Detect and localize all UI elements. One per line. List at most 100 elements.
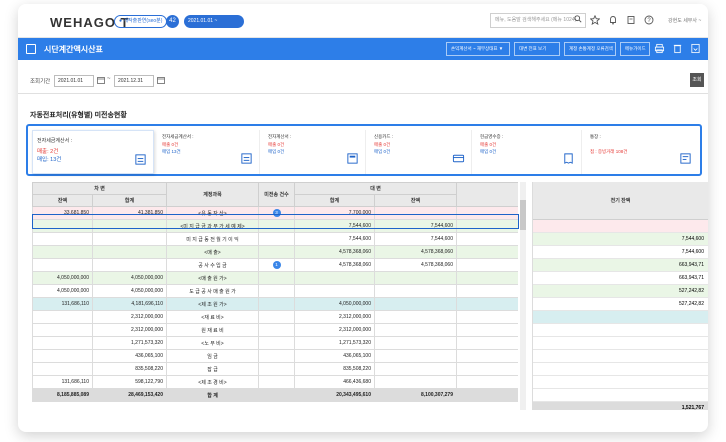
credit-total-cell[interactable] — [294, 284, 375, 298]
debit-total-cell[interactable]: 28,469,153,420 — [92, 388, 167, 402]
credit-balance-cell[interactable] — [374, 206, 457, 220]
prior-balance-cell[interactable]: 7,544,600 — [533, 233, 708, 246]
debit-balance-cell[interactable] — [32, 349, 93, 363]
help-icon[interactable]: ? — [644, 15, 654, 25]
scrollbar-thumb[interactable] — [520, 200, 526, 230]
credit-total-cell[interactable]: 4,050,000,000 — [294, 297, 375, 311]
credit-balance-cell[interactable]: 7,544,600 — [374, 232, 457, 246]
spacer-cell[interactable] — [456, 245, 518, 259]
table-row[interactable]: 33,681,850 41,381,850 <유 동 자 산> 3 7,700,000 — [32, 206, 518, 220]
spacer-cell[interactable] — [456, 232, 518, 246]
account-cell[interactable]: 도 급 공 사 매 출 원 가 — [166, 284, 259, 298]
credit-balance-cell[interactable] — [374, 323, 457, 337]
credit-total-cell[interactable]: 436,065,100 — [294, 349, 375, 363]
prior-balance-cell[interactable] — [533, 376, 708, 389]
unsent-count-cell[interactable] — [258, 336, 295, 350]
spacer-cell[interactable] — [456, 219, 518, 233]
spacer-cell[interactable] — [456, 388, 518, 402]
prior-balance-cell[interactable]: 663,943,71 — [533, 259, 708, 272]
debit-total-cell[interactable]: 41,381,850 — [92, 206, 167, 220]
unsent-count-cell[interactable] — [258, 284, 295, 298]
table-row[interactable]: 4,050,000,000 4,050,000,000 도 급 공 사 매 출 원 … — [32, 284, 518, 298]
prior-balance-cell[interactable] — [533, 350, 708, 363]
credit-balance-cell[interactable] — [374, 297, 457, 311]
account-cell[interactable]: 임 금 — [166, 349, 259, 363]
debit-balance-cell[interactable] — [32, 219, 93, 233]
prior-balance-cell[interactable]: 527,242,82 — [533, 285, 708, 298]
debit-balance-cell[interactable]: 131,686,110 — [32, 297, 93, 311]
date-to-input[interactable]: 2021.12.31 — [114, 75, 154, 87]
account-cell[interactable]: 원 재 료 비 — [166, 323, 259, 337]
debit-total-cell[interactable]: 436,065,100 — [92, 349, 167, 363]
card-cash-receipt[interactable]: 현금영수증 : 매출 0건 매입 0건 — [476, 130, 582, 174]
unsent-count-cell[interactable]: 3 — [258, 206, 295, 220]
prior-balance-cell[interactable] — [533, 220, 708, 233]
debit-balance-cell[interactable] — [32, 310, 93, 324]
account-cell[interactable]: <유 동 자 산> — [166, 206, 259, 220]
table-row[interactable]: 131,686,110 598,122,790 <제 조 경 비> 466,436,6… — [32, 375, 518, 389]
debit-balance-cell[interactable] — [32, 232, 93, 246]
debit-total-cell[interactable]: 598,122,790 — [92, 375, 167, 389]
debit-total-cell[interactable] — [92, 258, 167, 272]
spacer-cell[interactable] — [456, 271, 518, 285]
credit-total-cell[interactable]: 2,312,000,000 — [294, 323, 375, 337]
credit-total-cell[interactable]: 7,544,600 — [294, 219, 375, 233]
spacer-cell[interactable] — [456, 258, 518, 272]
prior-balance-cell[interactable] — [533, 337, 708, 350]
debit-total-cell[interactable]: 2,312,000,000 — [92, 310, 167, 324]
debit-total-cell[interactable] — [92, 245, 167, 259]
search-icon[interactable] — [574, 15, 582, 23]
credit-total-cell[interactable]: 4,578,368,060 — [294, 258, 375, 272]
debit-total-cell[interactable]: 4,050,000,000 — [92, 284, 167, 298]
error-search-button[interactable]: 계정 손통계정 오류검색 — [564, 42, 616, 56]
menu-guide-button[interactable]: 메뉴가이드 — [620, 42, 650, 56]
grid-scrollbar[interactable] — [520, 182, 526, 410]
credit-total-cell[interactable]: 1,271,573,320 — [294, 336, 375, 350]
unsent-badge[interactable]: 3 — [272, 209, 281, 217]
credit-balance-cell[interactable]: 8,100,307,279 — [374, 388, 457, 402]
prior-balance-cell[interactable]: 7,544,600 — [533, 246, 708, 259]
unsent-count-cell[interactable] — [258, 297, 295, 311]
unsent-badge[interactable]: 1 — [272, 261, 281, 269]
card-bank-account[interactable]: 통장 : 접 : 증빙거래 108건 — [586, 130, 698, 174]
debit-balance-cell[interactable] — [32, 323, 93, 337]
unsent-count-cell[interactable] — [258, 232, 295, 246]
prior-balance-cell[interactable] — [533, 324, 708, 337]
card-e-invoice[interactable]: 전자계산서 : 매출 0건 매입 0건 — [264, 130, 366, 174]
user-name[interactable]: 강현도 세무사 ~ — [668, 18, 702, 24]
account-cell[interactable]: <매 출 원 가> — [166, 271, 259, 285]
credit-total-cell[interactable]: 2,312,000,000 — [294, 310, 375, 324]
debit-balance-cell[interactable] — [32, 336, 93, 350]
table-row[interactable]: 8,185,885,089 28,469,153,420 합 계 20,343,495… — [32, 388, 518, 402]
debit-total-cell[interactable]: 2,312,000,000 — [92, 323, 167, 337]
spacer-cell[interactable] — [456, 375, 518, 389]
spacer-cell[interactable] — [456, 349, 518, 363]
card-credit-card[interactable]: 신용카드 : 매출 0건 매입 0건 — [370, 130, 472, 174]
spacer-cell[interactable] — [456, 297, 518, 311]
table-row[interactable]: 2,312,000,000 원 재 료 비 2,312,000,000 — [32, 323, 518, 337]
credit-balance-cell[interactable] — [374, 310, 457, 324]
table-row[interactable]: 4,050,000,000 4,050,000,000 <매 출 원 가> — [32, 271, 518, 285]
unsent-count-cell[interactable] — [258, 245, 295, 259]
debit-total-cell[interactable]: 1,271,573,320 — [92, 336, 167, 350]
card-e-tax-invoice[interactable]: 전자세금계산서 : 매출: 2건 매입: 13건 — [32, 130, 154, 174]
bell-icon[interactable] — [608, 15, 618, 25]
table-row[interactable]: 공 사 수 입 금 1 4,578,368,060 4,578,368,060 — [32, 258, 518, 272]
debit-total-cell[interactable] — [92, 219, 167, 233]
table-row[interactable]: 1,271,573,320 <노 무 비> 1,271,573,320 — [32, 336, 518, 350]
account-cell[interactable]: <노 무 비> — [166, 336, 259, 350]
report-type-dropdown[interactable]: 손익계산서 ~ 재무상태표 ▼ — [446, 42, 510, 56]
star-icon[interactable] — [590, 15, 600, 25]
prior-balance-cell[interactable]: 527,242,82 — [533, 298, 708, 311]
company-selector[interactable]: ● 개작출판연(seo분) — [114, 15, 168, 28]
card-e-tax-invoice-2[interactable]: 전자세금계산서 : 매출 0건 매입 13건 — [158, 130, 260, 174]
debit-total-cell[interactable]: 4,050,000,000 — [92, 271, 167, 285]
unsent-count-cell[interactable] — [258, 219, 295, 233]
unsent-count-cell[interactable] — [258, 375, 295, 389]
credit-total-cell[interactable]: 20,343,495,610 — [294, 388, 375, 402]
account-cell[interactable]: <매 출> — [166, 245, 259, 259]
spacer-cell[interactable] — [456, 310, 518, 324]
credit-balance-cell[interactable] — [374, 375, 457, 389]
credit-total-cell[interactable]: 466,436,680 — [294, 375, 375, 389]
export-icon[interactable] — [690, 43, 701, 54]
